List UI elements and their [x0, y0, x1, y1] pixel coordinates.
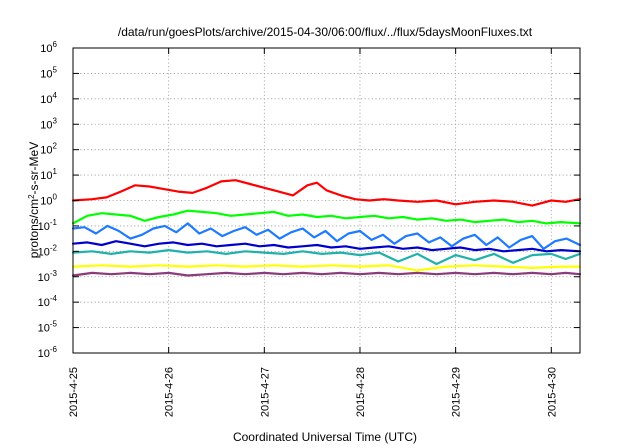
series-line-5 — [71, 249, 582, 266]
series-line-2 — [71, 209, 582, 225]
series-line-4 — [71, 240, 582, 253]
y-tick-labels: 10-6 10-5 10-4 10-3 10-2 10-1 100 101 102 103 104 1… — [38, 40, 58, 360]
y-tick-label: 10-6 — [38, 345, 58, 360]
y-tick-label: 10-1 — [38, 218, 58, 233]
y-tick-label: 103 — [40, 116, 57, 131]
chart-title: /data/run/goesPlots/archive/2015-04-30/0… — [118, 25, 533, 39]
y-tick-label: 10-4 — [38, 294, 58, 309]
x-tick-label: 2015-4-26 — [164, 367, 176, 417]
x-tick-label: 2015-4-30 — [546, 367, 558, 417]
x-tick-label: 2015-4-27 — [259, 367, 271, 417]
x-tick-labels: 2015-4-25 2015-4-26 2015-4-27 2015-4-28 2015… — [68, 367, 558, 417]
series-line-7 — [71, 271, 582, 277]
series-group — [71, 179, 582, 277]
series-line-1 — [71, 179, 582, 207]
x-axis-label: Coordinated Universal Time (UTC) — [233, 430, 417, 444]
y-tick-label: 105 — [40, 65, 57, 80]
grid — [73, 48, 580, 353]
axis-ticks — [72, 47, 580, 354]
y-tick-label: 10-3 — [38, 269, 58, 284]
y-tick-label: 10-2 — [38, 243, 58, 258]
series-line-6 — [71, 264, 582, 272]
y-axis-label: protons/cm2-s-sr-MeV — [27, 142, 41, 258]
y-tick-label: 106 — [40, 40, 57, 55]
y-tick-label: 102 — [40, 142, 57, 157]
y-tick-label: 101 — [40, 167, 57, 182]
y-tick-label: 104 — [40, 91, 57, 106]
series-line-3 — [71, 222, 582, 250]
y-tick-label: 100 — [40, 193, 57, 208]
x-tick-label: 2015-4-28 — [355, 367, 367, 417]
x-tick-label: 2015-4-29 — [451, 367, 463, 417]
x-tick-label: 2015-4-25 — [68, 367, 80, 417]
y-tick-label: 10-5 — [38, 320, 58, 335]
